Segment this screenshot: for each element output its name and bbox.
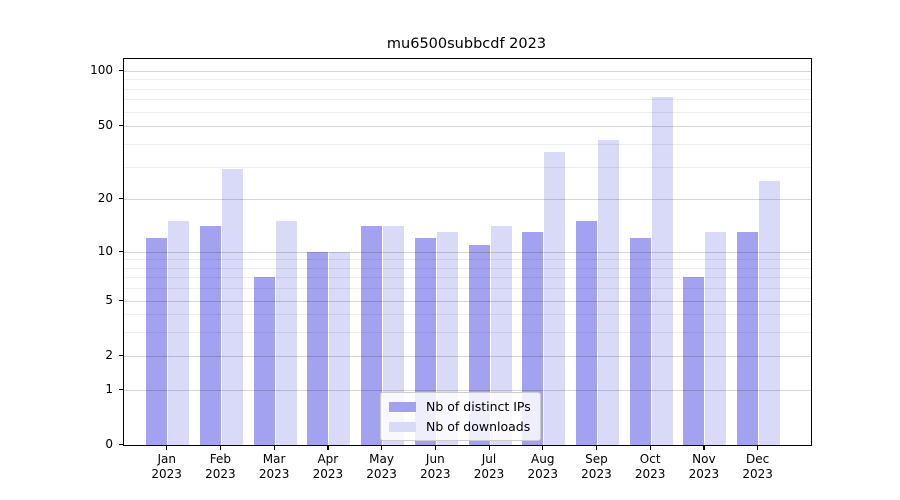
- downloads-bar-aug: [544, 152, 566, 445]
- x-tick-label-jul: Jul 2023: [473, 452, 505, 481]
- x-tick-mark: [219, 446, 222, 450]
- x-tick-label-mar: Mar 2023: [258, 452, 290, 481]
- distinct-ips-swatch: [389, 401, 416, 412]
- y-tick-mark: [119, 443, 123, 445]
- minor-gridline: [124, 99, 811, 101]
- x-tick-label-sep: Sep 2023: [581, 452, 612, 481]
- x-tick-mark: [542, 446, 544, 450]
- major-gridline: [124, 71, 811, 72]
- minor-gridline: [124, 88, 811, 90]
- major-gridline: [124, 126, 811, 127]
- x-tick-label-jun: Jun 2023: [420, 452, 451, 481]
- y-tick-label-100: 100: [90, 63, 113, 77]
- minor-gridline: [124, 259, 811, 261]
- downloads-bar-apr: [329, 252, 351, 445]
- major-gridline: [124, 356, 811, 357]
- distinct-ips-bar-dec: [737, 231, 759, 445]
- y-tick-mark: [119, 69, 123, 71]
- minor-gridline: [124, 267, 811, 269]
- downloads-bar-oct: [651, 97, 673, 445]
- distinct-ips-bar-jan: [146, 238, 168, 445]
- x-tick-mark: [703, 446, 705, 450]
- x-tick-label-dec: Dec 2023: [742, 452, 773, 481]
- y-tick-mark: [119, 299, 123, 301]
- downloads-bar-mar: [275, 221, 297, 445]
- minor-gridline: [124, 314, 811, 316]
- downloads-bar-jan: [168, 221, 190, 445]
- chart-title: mu6500subbcdf 2023: [386, 36, 547, 52]
- y-tick-label-2: 2: [105, 348, 113, 362]
- y-tick-label-5: 5: [105, 293, 113, 307]
- major-gridline: [124, 301, 811, 302]
- legend-label-distinct-ips: Nb of distinct IPs: [426, 399, 531, 414]
- x-tick-mark: [649, 446, 651, 450]
- y-tick-mark: [119, 124, 123, 126]
- x-tick-mark: [327, 446, 329, 450]
- major-gridline: [124, 390, 811, 391]
- y-tick-label-20: 20: [97, 191, 113, 205]
- y-tick-mark: [119, 388, 123, 390]
- y-tick-label-50: 50: [97, 118, 113, 132]
- x-tick-label-may: May 2023: [366, 452, 397, 481]
- x-tick-label-feb: Feb 2023: [205, 452, 236, 481]
- downloads-bar-jun: [436, 231, 458, 445]
- distinct-ips-bar-apr: [307, 252, 329, 445]
- x-tick-mark: [381, 446, 383, 450]
- y-tick-label-10: 10: [97, 244, 113, 258]
- x-tick-label-jan: Jan 2023: [151, 452, 182, 481]
- minor-gridline: [124, 288, 811, 290]
- distinct-ips-bar-aug: [522, 231, 544, 445]
- legend-row-distinct-ips: Nb of distinct IPs: [389, 399, 531, 414]
- y-tick-mark: [119, 354, 123, 356]
- downloads-bar-nov: [705, 231, 727, 445]
- minor-gridline: [124, 143, 811, 145]
- x-tick-label-apr: Apr 2023: [312, 452, 344, 481]
- y-tick-label-1: 1: [105, 382, 113, 396]
- x-tick-label-oct: Oct 2023: [634, 452, 666, 481]
- distinct-ips-bar-may: [361, 226, 383, 445]
- y-tick-mark: [119, 197, 123, 199]
- minor-gridline: [124, 79, 811, 81]
- legend: Nb of distinct IPs Nb of downloads: [380, 392, 541, 441]
- distinct-ips-bar-nov: [683, 277, 705, 445]
- x-tick-mark: [434, 446, 436, 450]
- minor-gridline: [124, 331, 811, 333]
- downloads-bar-feb: [221, 169, 243, 445]
- x-tick-label-aug: Aug 2023: [527, 452, 558, 481]
- downloads-bar-sep: [597, 139, 619, 445]
- downloads-swatch: [389, 421, 416, 432]
- downloads-bar-dec: [759, 181, 781, 445]
- distinct-ips-bar-mar: [253, 277, 275, 445]
- x-tick-mark: [757, 446, 759, 450]
- x-tick-mark: [166, 446, 168, 450]
- y-tick-label-0: 0: [105, 437, 113, 451]
- downloads-bar-may: [383, 226, 405, 445]
- x-tick-label-nov: Nov 2023: [688, 452, 720, 481]
- legend-row-downloads: Nb of downloads: [389, 419, 531, 434]
- legend-label-downloads: Nb of downloads: [426, 419, 531, 434]
- minor-gridline: [124, 166, 811, 168]
- plot-area: Nb of distinct IPs Nb of downloads: [123, 58, 812, 446]
- distinct-ips-bar-feb: [199, 226, 221, 445]
- distinct-ips-bar-oct: [629, 238, 651, 445]
- y-tick-mark: [119, 250, 123, 252]
- downloads-bar-jul: [490, 226, 512, 445]
- x-tick-mark: [273, 446, 275, 450]
- x-tick-mark: [488, 446, 490, 450]
- minor-gridline: [124, 111, 811, 113]
- x-tick-mark: [595, 446, 598, 450]
- major-gridline: [124, 199, 811, 200]
- minor-gridline: [124, 277, 811, 279]
- distinct-ips-bar-sep: [575, 221, 597, 445]
- major-gridline: [124, 252, 811, 253]
